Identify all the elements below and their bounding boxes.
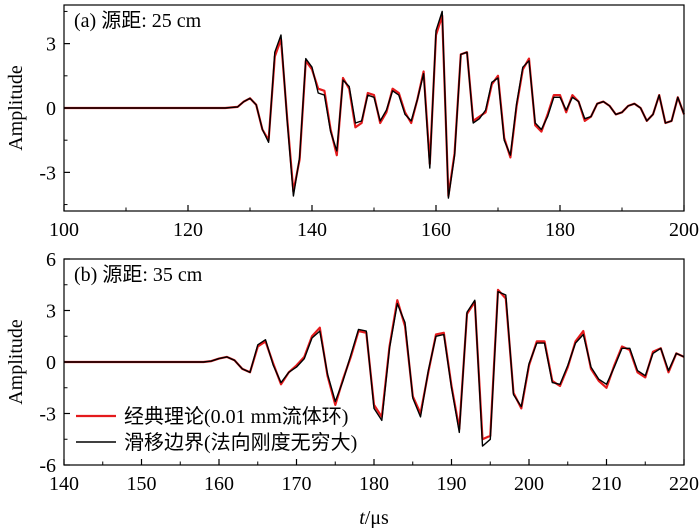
x-tick-label: 180 <box>545 219 575 241</box>
x-tick-label: 170 <box>282 473 312 495</box>
y-tick-label: -3 <box>39 162 56 184</box>
x-tick-label: 140 <box>297 219 327 241</box>
x-tick-label: 220 <box>669 473 699 495</box>
panel-a: 100 120 140 160 180 200 -3 0 3 (a) 源距: 25 cm Ampli… <box>5 4 699 241</box>
y-tick-label: 0 <box>46 98 56 120</box>
x-tick-label: 200 <box>514 473 544 495</box>
x-tick-label: 150 <box>127 473 157 495</box>
y-axis-label: Amplitude <box>5 319 27 405</box>
y-axis-label: Amplitude <box>5 65 27 151</box>
x-axis-label: t/μs <box>359 507 389 528</box>
x-tick-label: 210 <box>592 473 622 495</box>
x-tick-label: 180 <box>359 473 389 495</box>
series-line-slip <box>64 290 685 447</box>
y-tick-label: 3 <box>46 301 56 323</box>
panel-label: (b) 源距: 35 cm <box>74 263 203 286</box>
x-tick-label: 140 <box>49 473 79 495</box>
y-tick-label: -6 <box>39 455 56 477</box>
y-tick-label: -3 <box>39 404 56 426</box>
y-tick-label: 3 <box>46 34 56 56</box>
x-tick-label: 190 <box>437 473 467 495</box>
x-tick-label: 200 <box>669 219 699 241</box>
y-tick-label: 0 <box>46 352 56 374</box>
x-tick-label: 120 <box>173 219 203 241</box>
x-tick-label: 100 <box>49 219 79 241</box>
panel-label: (a) 源距: 25 cm <box>74 9 202 32</box>
series-line-classical <box>64 14 686 198</box>
legend-label: 经典理论(0.01 mm流体环) <box>124 405 348 428</box>
series-line-slip <box>64 10 685 199</box>
panel-b: 140 150 160 170 180 190 200 210 220 -6 -3 0 3 6 (b) 源距… <box>5 249 699 528</box>
x-tick-label: 160 <box>204 473 234 495</box>
y-tick-label: 6 <box>46 249 56 271</box>
legend-label: 滑移边界(法向刚度无穷大) <box>124 431 357 454</box>
legend: 经典理论(0.01 mm流体环) 滑移边界(法向刚度无穷大) <box>76 405 357 454</box>
x-tick-label: 160 <box>421 219 451 241</box>
